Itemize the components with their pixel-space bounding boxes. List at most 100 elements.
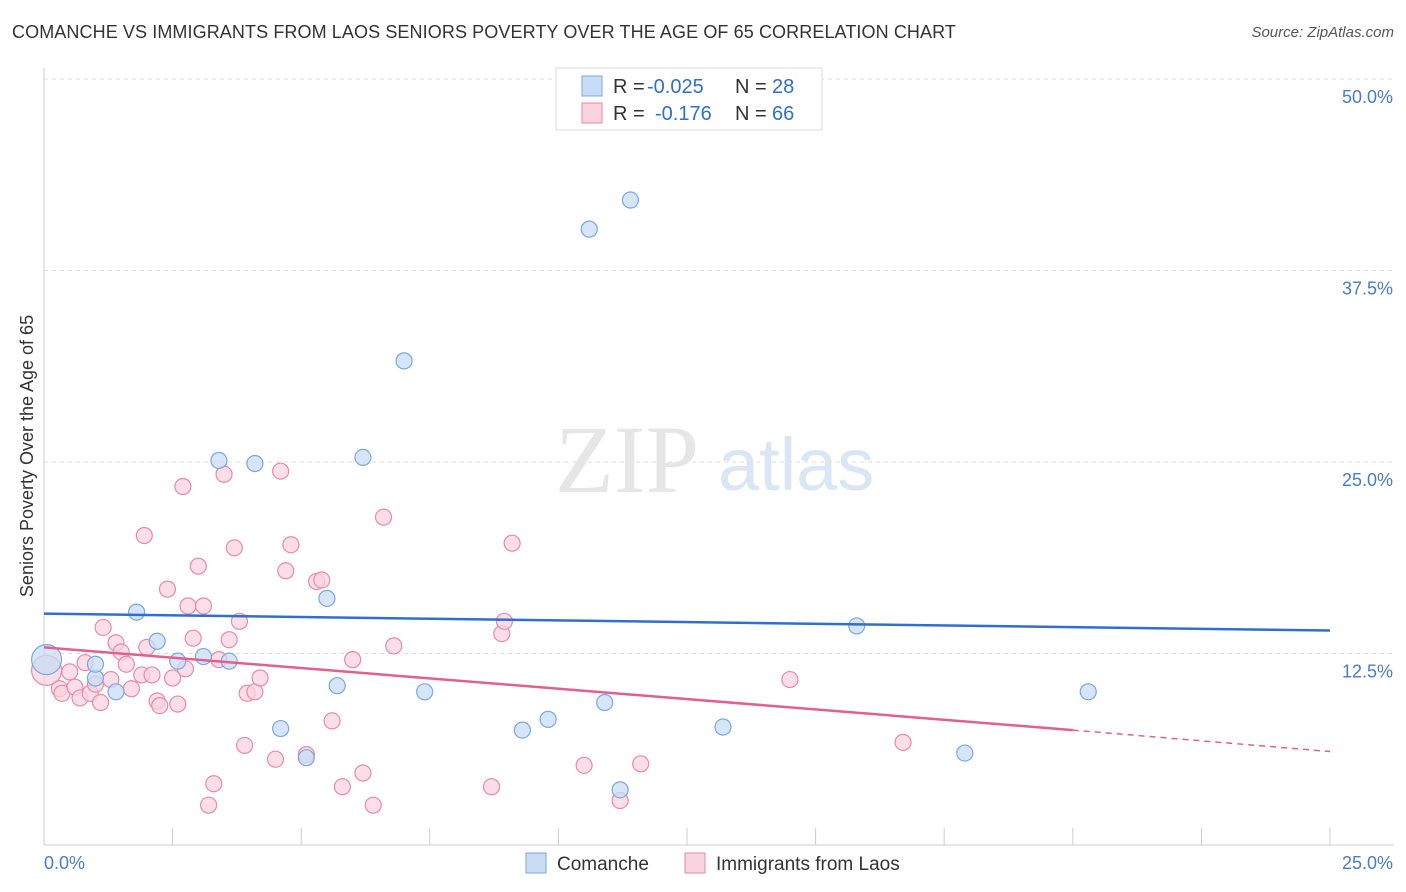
data-point	[482, 778, 501, 796]
data-point	[1079, 683, 1097, 701]
data-point	[194, 597, 213, 615]
data-point	[122, 680, 141, 698]
series-comanche-points	[30, 191, 1097, 799]
y-axis-label: Seniors Poverty Over the Age of 65	[17, 315, 37, 597]
data-point	[194, 647, 213, 666]
data-point	[385, 637, 403, 655]
data-point	[174, 477, 192, 496]
data-point	[364, 796, 382, 814]
bottom-legend: Comanche Immigrants from Laos	[525, 852, 900, 875]
legend-swatch-laos	[581, 102, 603, 124]
axes	[43, 68, 1394, 846]
data-point	[205, 775, 223, 793]
data-point	[210, 451, 228, 470]
legend-swatch-comanche	[581, 75, 603, 97]
data-point	[894, 733, 912, 751]
data-point	[374, 508, 393, 526]
data-point	[632, 755, 650, 773]
legend-n-label-laos: N =	[735, 103, 767, 125]
data-point	[135, 526, 153, 545]
legend-n-label-comanche: N =	[735, 76, 767, 98]
data-point	[236, 736, 254, 755]
data-point	[956, 744, 974, 762]
source-credit: Source: ZipAtlas.com	[1251, 24, 1394, 41]
data-point	[354, 448, 372, 467]
data-point	[251, 669, 269, 687]
data-point	[328, 677, 346, 695]
trend-line-laos	[43, 646, 1073, 732]
bottom-legend-label-comanche: Comanche	[557, 854, 649, 875]
data-point	[395, 352, 413, 370]
data-point	[272, 719, 290, 738]
data-point	[781, 670, 799, 689]
legend-r-value-comanche: -0.025	[647, 76, 704, 98]
data-point	[107, 683, 125, 701]
data-point	[333, 778, 351, 796]
data-point	[416, 683, 434, 701]
watermark-zip: ZIP	[555, 406, 699, 513]
data-point	[277, 562, 295, 580]
data-point	[575, 756, 593, 774]
data-point	[189, 557, 207, 575]
data-point	[225, 539, 243, 557]
data-point	[200, 796, 218, 814]
data-point	[513, 721, 531, 739]
trend-line-comanche	[43, 612, 1331, 632]
data-point	[344, 651, 362, 669]
data-point	[169, 695, 187, 713]
x-tick-label-min: 0.0%	[44, 853, 85, 873]
data-point	[220, 631, 238, 649]
trend-line-laos-extension	[1072, 729, 1331, 753]
trend-lines	[43, 612, 1331, 753]
data-point	[318, 589, 336, 607]
data-point	[30, 644, 63, 676]
data-point	[158, 580, 177, 598]
data-point	[503, 534, 521, 552]
y-tick-label: 12.5%	[1342, 662, 1393, 682]
data-point	[495, 612, 513, 630]
data-point	[151, 696, 169, 715]
y-tick-labels: 12.5% 25.0% 37.5% 50.0%	[1342, 87, 1393, 682]
data-point	[148, 632, 166, 650]
data-point	[354, 764, 372, 782]
data-point	[86, 655, 105, 673]
data-point	[539, 710, 557, 728]
x-tick-label-max: 25.0%	[1342, 853, 1393, 873]
data-point	[169, 652, 187, 670]
data-point	[848, 617, 866, 635]
x-tick-marks	[172, 828, 1331, 845]
legend-r-label-laos: R =	[613, 103, 645, 125]
legend-r-label-comanche: R =	[613, 76, 645, 98]
data-point	[246, 454, 264, 473]
data-point	[596, 693, 614, 712]
data-point	[117, 655, 135, 673]
data-point	[127, 603, 146, 621]
y-tick-label: 37.5%	[1342, 279, 1393, 299]
data-point	[164, 669, 182, 687]
data-point	[143, 666, 161, 684]
y-tick-label: 25.0%	[1342, 470, 1393, 490]
data-point	[313, 571, 331, 589]
legend-n-value-comanche: 28	[772, 76, 794, 98]
data-point	[272, 462, 290, 480]
data-point	[714, 718, 732, 736]
data-point	[611, 781, 629, 799]
data-point	[61, 663, 79, 681]
data-point	[91, 693, 110, 712]
bottom-legend-swatch-comanche	[525, 852, 547, 874]
data-point	[266, 750, 285, 768]
bottom-legend-swatch-laos	[684, 852, 706, 874]
chart-title: COMANCHE VS IMMIGRANTS FROM LAOS SENIORS…	[12, 22, 956, 42]
data-point	[179, 597, 197, 615]
watermark-atlas: atlas	[718, 423, 874, 506]
data-point	[184, 629, 202, 647]
data-point	[580, 220, 598, 238]
y-tick-label: 50.0%	[1342, 87, 1393, 107]
legend-r-value-laos: -0.176	[655, 103, 712, 125]
bottom-legend-label-laos: Immigrants from Laos	[716, 854, 900, 875]
legend-box: R = -0.025 N = 28 R = -0.176 N = 66	[555, 67, 823, 131]
data-point	[297, 749, 315, 767]
data-point	[282, 536, 300, 554]
legend-n-value-laos: 66	[772, 103, 794, 125]
